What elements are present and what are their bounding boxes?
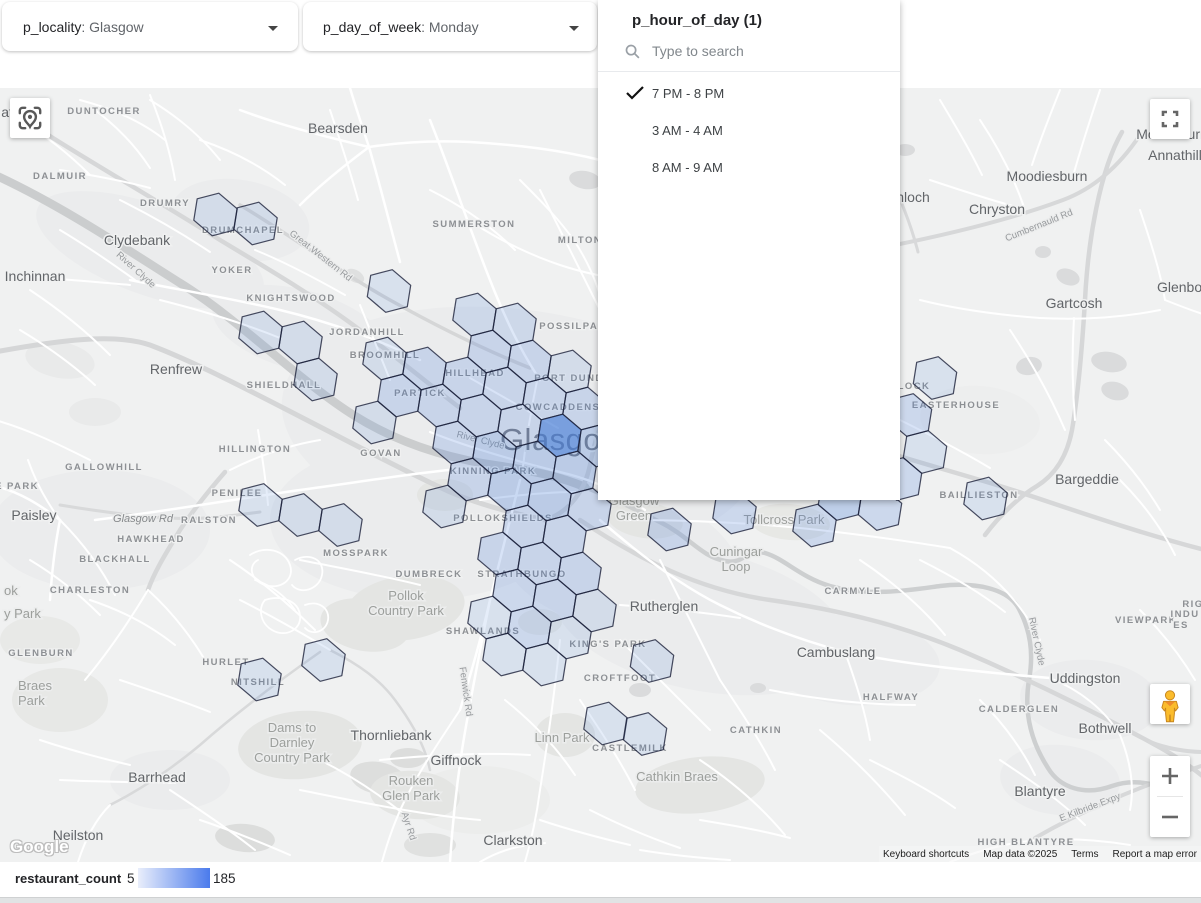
- svg-text:DALMUIR: DALMUIR: [33, 171, 87, 182]
- svg-text:RIG: RIG: [1182, 599, 1201, 610]
- svg-text:KINNING PARK: KINNING PARK: [450, 466, 536, 477]
- svg-text:Pollok: Pollok: [388, 588, 424, 603]
- svg-text:BAILLIESTON: BAILLIESTON: [939, 490, 1018, 501]
- svg-text:EASTERHOUSE: EASTERHOUSE: [912, 400, 1000, 411]
- svg-text:CARMYLE: CARMYLE: [824, 586, 881, 597]
- svg-text:y Park: y Park: [4, 606, 41, 621]
- svg-text:Blantyre: Blantyre: [1014, 783, 1066, 799]
- svg-text:Uddingston: Uddingston: [1050, 670, 1121, 686]
- svg-text:Bothwell: Bothwell: [1079, 720, 1132, 736]
- svg-text:Rouken: Rouken: [389, 773, 434, 788]
- svg-text:Renfrew: Renfrew: [150, 361, 203, 377]
- svg-text:nloch: nloch: [896, 189, 929, 205]
- svg-text:SUMMERSTON: SUMMERSTON: [433, 219, 516, 230]
- svg-text:Dams to: Dams to: [268, 720, 316, 735]
- svg-text:DUNTOCHER: DUNTOCHER: [67, 106, 141, 117]
- svg-text:CASTLEMILK: CASTLEMILK: [592, 743, 668, 754]
- svg-text:LOCK: LOCK: [898, 381, 931, 392]
- svg-text:Inchinnan: Inchinnan: [5, 268, 66, 284]
- svg-text:CATHKIN: CATHKIN: [730, 725, 782, 736]
- svg-text:DUMBRECK: DUMBRECK: [395, 569, 462, 580]
- svg-text:PARTICK: PARTICK: [394, 388, 446, 399]
- svg-text:COWCADDENS: COWCADDENS: [516, 402, 601, 413]
- svg-text:BROOMHILL: BROOMHILL: [350, 350, 421, 361]
- svg-text:JORDANHILL: JORDANHILL: [329, 327, 405, 338]
- svg-text:HURLET: HURLET: [202, 657, 249, 668]
- svg-text:Cuningar: Cuningar: [710, 544, 763, 559]
- svg-text:BLACKHALL: BLACKHALL: [79, 554, 151, 565]
- svg-text:Cambuslang: Cambuslang: [797, 644, 876, 660]
- svg-text:ok: ok: [4, 583, 18, 598]
- svg-text:Country Park: Country Park: [368, 603, 444, 618]
- svg-text:Gartcosh: Gartcosh: [1046, 295, 1103, 311]
- svg-text:VIEWPARK: VIEWPARK: [1115, 615, 1177, 626]
- svg-text:Rutherglen: Rutherglen: [630, 598, 699, 614]
- svg-text:Tollcross Park: Tollcross Park: [744, 512, 825, 527]
- svg-text:HALFWAY: HALFWAY: [863, 692, 919, 703]
- svg-text:HILLHEAD: HILLHEAD: [445, 368, 505, 379]
- svg-text:Country Park: Country Park: [254, 750, 330, 765]
- svg-text:HILLINGTON: HILLINGTON: [219, 444, 291, 455]
- svg-text:YOKER: YOKER: [211, 265, 252, 276]
- svg-text:POLLOKSHIELDS: POLLOKSHIELDS: [453, 513, 553, 524]
- svg-text:INDU: INDU: [1170, 609, 1199, 620]
- svg-text:Barrhead: Barrhead: [128, 769, 186, 785]
- svg-text:Linn Park: Linn Park: [535, 730, 590, 745]
- svg-text:SHIELDHALL: SHIELDHALL: [247, 380, 322, 391]
- svg-text:E PARK: E PARK: [0, 481, 39, 492]
- svg-text:MOSSPARK: MOSSPARK: [323, 548, 389, 559]
- svg-text:Park: Park: [18, 693, 45, 708]
- svg-text:CALDERGLEN: CALDERGLEN: [979, 704, 1059, 715]
- svg-text:KNIGHTSWOOD: KNIGHTSWOOD: [246, 293, 335, 304]
- svg-text:HAWKHEAD: HAWKHEAD: [117, 534, 185, 545]
- svg-text:CROFTFOOT: CROFTFOOT: [584, 673, 656, 684]
- svg-text:CHARLESTON: CHARLESTON: [50, 585, 130, 596]
- svg-text:Neilston: Neilston: [53, 827, 104, 843]
- svg-text:Cathkin Braes: Cathkin Braes: [636, 769, 718, 784]
- svg-text:Bearsden: Bearsden: [308, 120, 368, 136]
- svg-text:Glenboig: Glenboig: [1157, 279, 1201, 295]
- svg-text:STRATHBUNGO: STRATHBUNGO: [477, 569, 566, 580]
- svg-text:Braes: Braes: [18, 678, 52, 693]
- svg-text:Loop: Loop: [722, 559, 751, 574]
- svg-text:DRUMRY: DRUMRY: [140, 198, 190, 209]
- svg-text:Moodiesburn: Moodiesburn: [1007, 168, 1088, 184]
- svg-text:Clarkston: Clarkston: [483, 832, 542, 848]
- svg-text:GALLOWHILL: GALLOWHILL: [65, 462, 143, 473]
- svg-text:Thornliebank: Thornliebank: [351, 727, 433, 743]
- svg-text:PORT DUNDAS: PORT DUNDAS: [534, 373, 620, 384]
- svg-text:Annathill: Annathill: [1148, 147, 1201, 163]
- svg-text:GLENBURN: GLENBURN: [8, 648, 73, 659]
- svg-text:ES: ES: [1173, 620, 1189, 631]
- svg-text:PENILEE: PENILEE: [212, 488, 263, 499]
- svg-text:Clydebank: Clydebank: [104, 232, 171, 248]
- svg-text:POSSILPARK: POSSILPARK: [539, 321, 615, 332]
- svg-text:HIGH BLANTYRE: HIGH BLANTYRE: [978, 837, 1075, 848]
- svg-text:Chryston: Chryston: [969, 201, 1025, 217]
- svg-text:Glasgow Rd: Glasgow Rd: [113, 513, 174, 525]
- svg-text:Glen Park: Glen Park: [382, 788, 440, 803]
- svg-text:Giffnock: Giffnock: [430, 752, 482, 768]
- svg-text:NITSHILL: NITSHILL: [231, 677, 285, 688]
- svg-text:MILTON: MILTON: [558, 235, 602, 246]
- svg-text:KING'S PARK: KING'S PARK: [569, 639, 646, 650]
- svg-text:Bargeddie: Bargeddie: [1055, 471, 1119, 487]
- svg-text:RALSTON: RALSTON: [181, 515, 237, 526]
- svg-text:GOVAN: GOVAN: [360, 448, 401, 459]
- svg-text:Green: Green: [616, 508, 652, 523]
- svg-text:Darnley: Darnley: [270, 735, 315, 750]
- svg-text:Paisley: Paisley: [11, 507, 56, 523]
